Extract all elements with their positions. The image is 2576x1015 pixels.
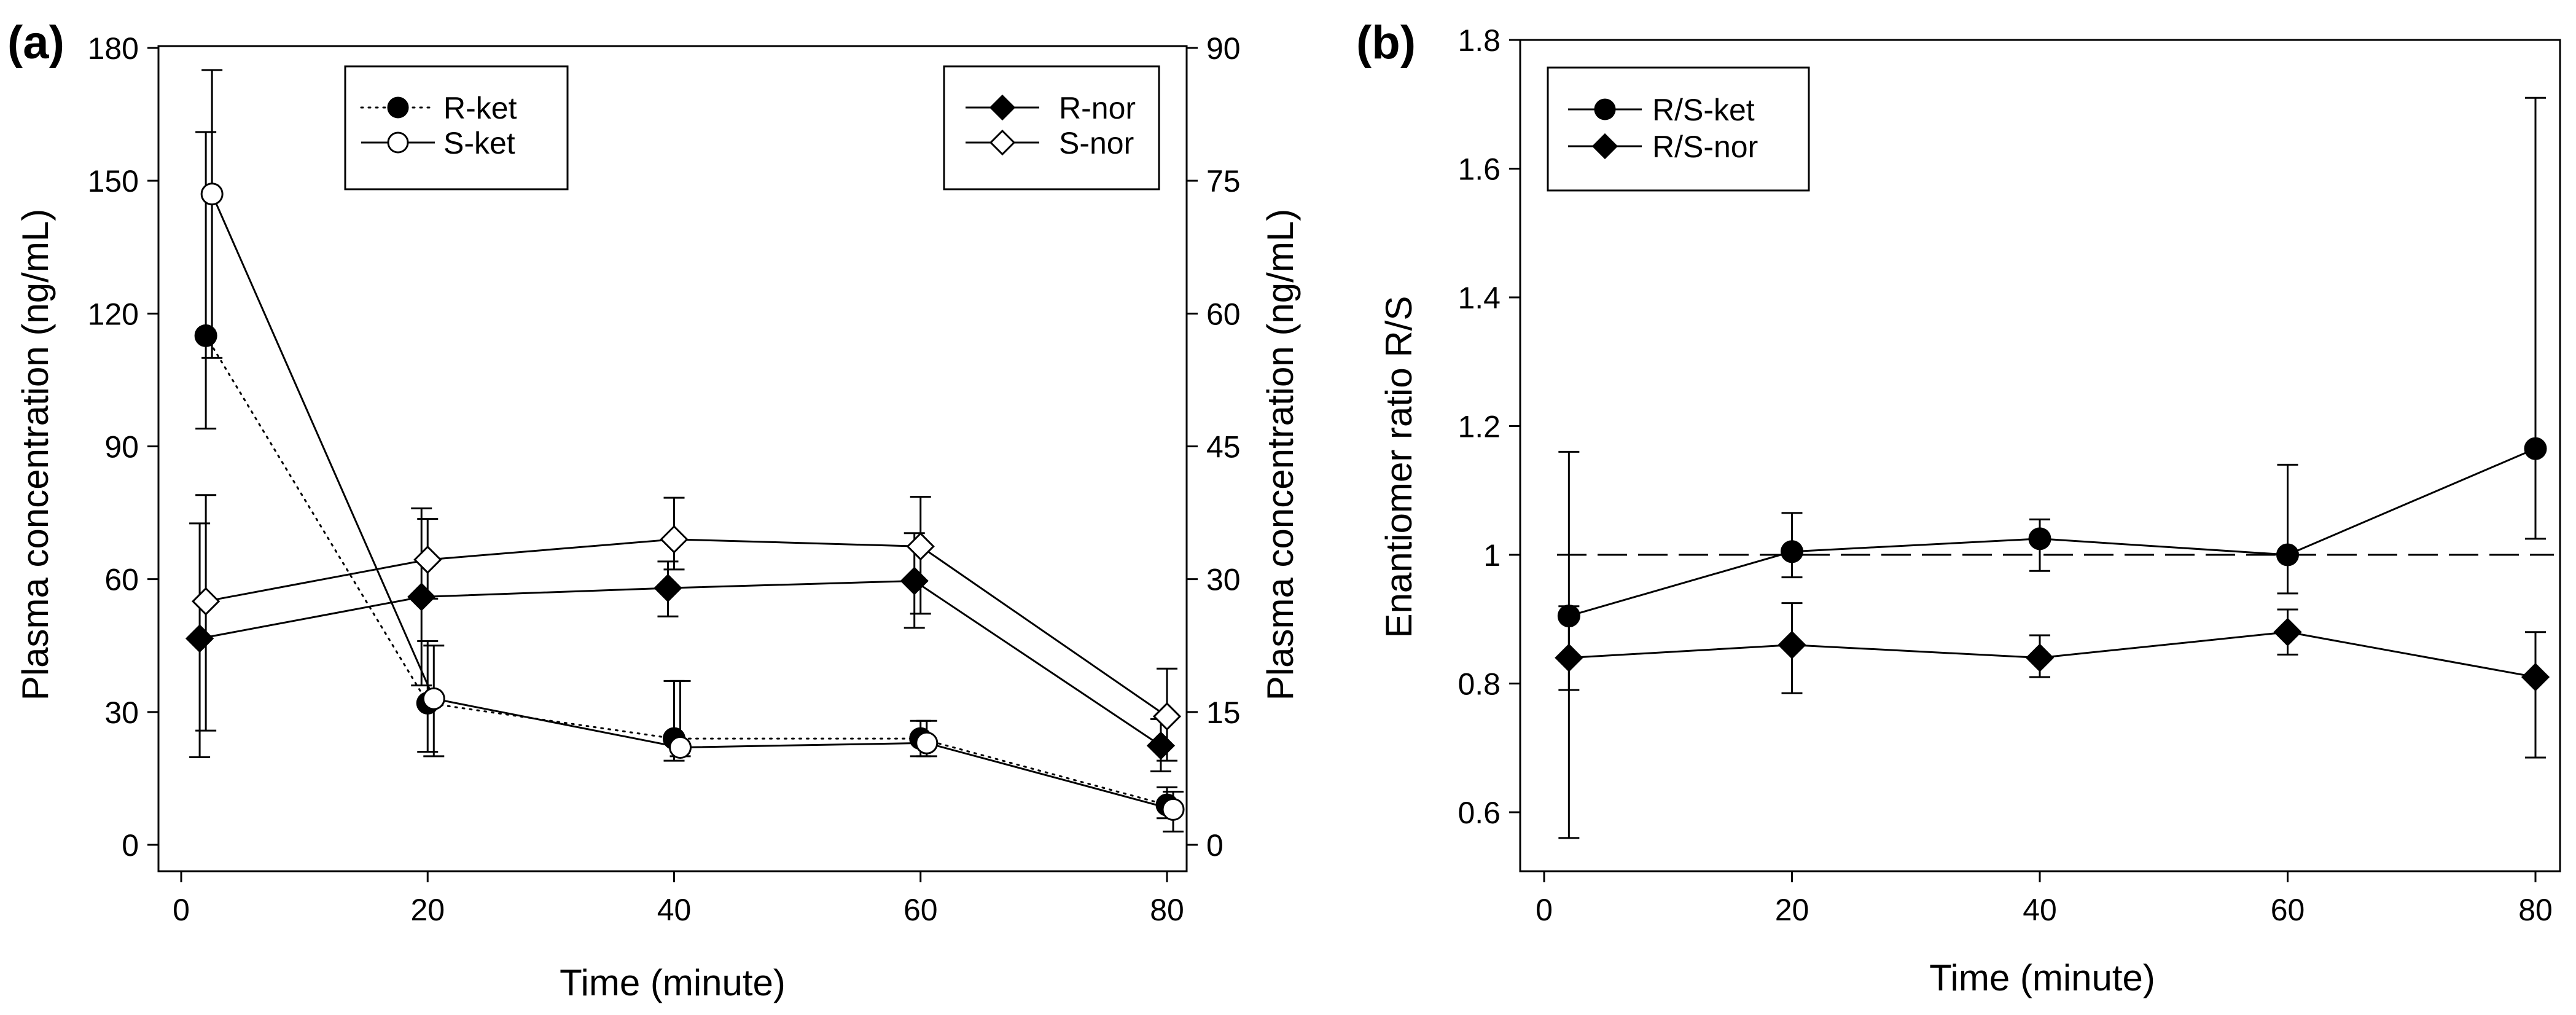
panel-b-y-tick-label: 0.8 <box>1458 667 1501 702</box>
panel-a-y-axis-title: Plasma concentration (ng/mL) <box>15 209 56 700</box>
panel-b-y-tick-label: 1.2 <box>1458 410 1501 444</box>
r-s-nor-point <box>2273 617 2302 646</box>
s-ket-point <box>915 731 939 754</box>
series-s-nor <box>192 494 1182 762</box>
r-ket-point <box>194 324 217 347</box>
panel-b-plot-frame <box>1519 39 2561 872</box>
legend-s-ket-marker <box>387 131 409 154</box>
legend-rs-nor-label: R/S-nor <box>1652 130 1758 164</box>
panel-b-label: (b) <box>1356 17 1416 69</box>
series-s-ket <box>200 69 1185 833</box>
legend-r-nor-label: R-nor <box>1059 91 1136 125</box>
r-s-nor-point <box>1778 630 1806 659</box>
panel-a-right-y-tick-label: 45 <box>1206 430 1241 464</box>
panel-b-y-axis-title: Enantiomer ratio R/S <box>1378 296 1419 638</box>
r-s-ket-point <box>2524 437 2547 460</box>
panel-b-x-tick-label: 80 <box>2518 893 2553 927</box>
panel-a-y-tick-label: 60 <box>104 563 139 597</box>
r-s-nor-point <box>2025 643 2055 672</box>
panel-a-x-tick-label: 20 <box>410 893 445 927</box>
panel-b-y-tick-label: 1.8 <box>1458 23 1501 58</box>
s-ket-point <box>1161 798 1185 821</box>
panel-b-y-tick-label: 0.6 <box>1458 796 1501 830</box>
s-ket-point <box>669 735 692 759</box>
panel-a-plot-frame <box>157 45 1188 872</box>
legend-r-ket-marker <box>387 96 409 119</box>
legend-s-nor-marker <box>989 129 1016 156</box>
r-s-ket-point <box>2276 543 2299 566</box>
panel-b-x-tick-label: 60 <box>2271 893 2305 927</box>
panel-b-x-tick-label: 20 <box>1775 893 1809 927</box>
r-s-ket-point <box>1781 540 1803 563</box>
legend-ratio: R/S-ket R/S-nor <box>1547 66 1810 192</box>
panel-b-x-axis-title: Time (minute) <box>1929 957 2155 998</box>
panel-a-y-tick-label: 30 <box>104 696 139 730</box>
legend-rs-nor-marker <box>1591 133 1618 160</box>
legend-rs-ket-marker <box>1594 98 1616 120</box>
legend-s-ket-label: S-ket <box>443 126 515 160</box>
panel-a-right-y-tick-label: 60 <box>1206 297 1241 331</box>
s-ket-point <box>200 182 224 206</box>
r-s-nor-point <box>2521 662 2550 692</box>
s-nor-point <box>1152 702 1182 731</box>
panel-b-x-tick-label: 0 <box>1536 893 1553 927</box>
panel-a-right-y-axis-title: Plasma concentration (ng/mL) <box>1260 209 1301 700</box>
panel-b: (b) 0 20 40 60 80 0.6 0.8 1 1.2 1.4 1.6 1.8 Time (m… <box>1356 17 2561 998</box>
legend-s-nor-label: S-nor <box>1059 126 1134 160</box>
legend-rs-ket-label: R/S-ket <box>1652 93 1755 127</box>
panel-a-y-tick-label: 0 <box>122 828 139 863</box>
panel-a-right-y-tick-label: 90 <box>1206 31 1241 66</box>
legend-ratio-box <box>1547 66 1810 192</box>
panel-a-y-tick-label: 90 <box>104 430 139 464</box>
panel-a-label: (a) <box>7 17 64 69</box>
s-ket-point <box>422 687 445 710</box>
panel-a-right-y-tick-label: 75 <box>1206 164 1241 198</box>
s-nor-point <box>192 587 221 616</box>
s-nor-point <box>660 525 689 554</box>
panel-b-y-tick-label: 1.4 <box>1458 281 1501 315</box>
legend-ketamine: R-ket S-ket <box>344 65 569 190</box>
panel-a-y-tick-label: 120 <box>88 297 139 331</box>
panel-a-x-tick-label: 0 <box>173 893 190 927</box>
legend-norketamine-box <box>943 65 1160 190</box>
panel-b-x-tick-label: 40 <box>2023 893 2057 927</box>
legend-r-nor-marker <box>989 94 1016 121</box>
legend-norketamine: R-nor S-nor <box>943 65 1160 190</box>
r-nor-point <box>654 573 682 603</box>
panel-a-y-tick-label: 150 <box>88 164 139 198</box>
panel-a-x-tick-label: 60 <box>904 893 938 927</box>
panel-a-x-tick-label: 80 <box>1150 893 1184 927</box>
panel-b-y-tick-label: 1.6 <box>1458 152 1501 187</box>
legend-ketamine-box <box>344 65 569 190</box>
panel-a-right-y-tick-label: 30 <box>1206 563 1241 597</box>
r-s-ket-point <box>2028 527 2051 551</box>
panel-a: (a) 0 20 40 60 80 0 30 60 90 120 150 180 0 15 30 45 60 75… <box>7 17 1301 1003</box>
panel-a-right-y-tick-label: 0 <box>1206 828 1224 863</box>
panel-a-right-y-tick-label: 15 <box>1206 696 1241 730</box>
r-s-nor-point <box>1555 643 1583 672</box>
panel-a-x-tick-label: 40 <box>657 893 692 927</box>
panel-a-y-tick-label: 180 <box>88 31 139 66</box>
panel-b-y-tick-label: 1 <box>1483 538 1501 573</box>
s-nor-point <box>906 532 935 561</box>
series-r-s-nor <box>1555 602 2550 759</box>
legend-r-ket-label: R-ket <box>443 91 517 125</box>
panel-a-x-axis-title: Time (minute) <box>560 962 786 1003</box>
s-nor-point <box>413 545 442 574</box>
